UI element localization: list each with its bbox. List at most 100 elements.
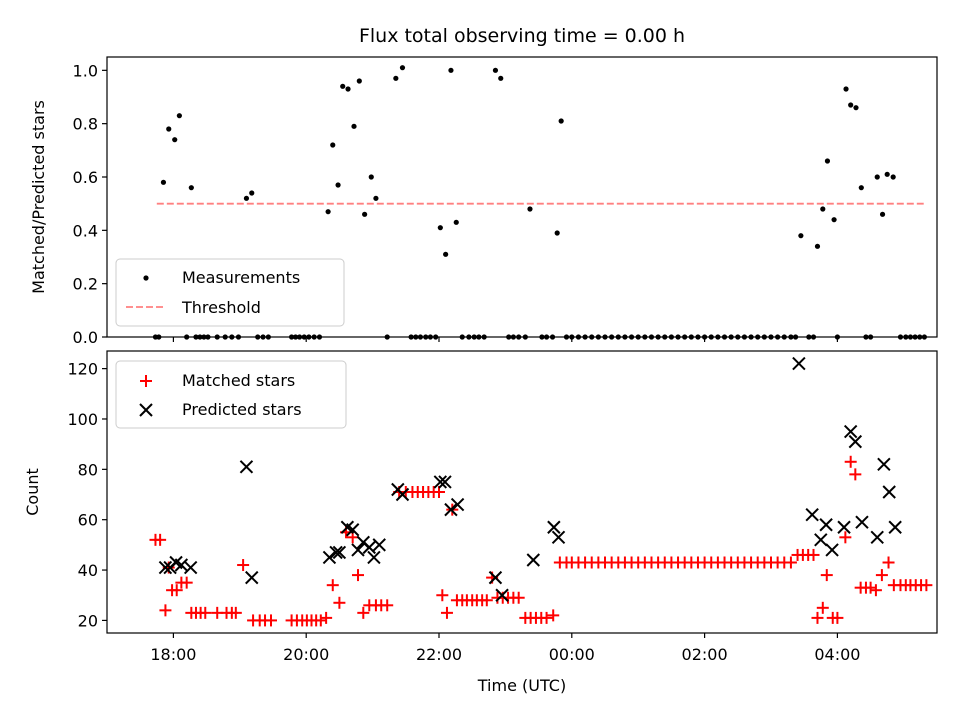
measurement-point	[166, 126, 172, 132]
matched-stars-point	[844, 455, 857, 468]
ratio-panel-frame	[106, 56, 938, 338]
matched-stars-point	[920, 579, 933, 592]
count-y-tick-label: 120	[67, 360, 98, 379]
measurement-point	[453, 219, 459, 225]
count-x-tick-label: 04:00	[814, 645, 860, 664]
measurement-point	[160, 179, 167, 185]
measurement-point	[399, 65, 406, 71]
measurement-point	[351, 123, 357, 129]
matched-stars-point	[512, 591, 525, 604]
measurement-point	[848, 102, 854, 108]
predicted-stars-point	[183, 560, 198, 575]
predicted-stars-point	[855, 515, 869, 529]
matched-stars-point	[154, 533, 167, 546]
predicted-stars-point	[239, 460, 254, 474]
ratio-y-tick-label: 0.6	[73, 168, 98, 187]
measurement-point	[558, 118, 564, 124]
measurement-point	[335, 182, 341, 188]
measurement-point	[554, 230, 560, 236]
legend-matched-label: Matched stars	[182, 371, 295, 390]
predicted-stars-point	[367, 550, 381, 565]
count-x-ticks: 18:00 20:00 22:00 00:00 02:00 04:00	[150, 633, 860, 664]
count-panel: 20 40 60 80 100 120 18:00 20:00 22:00 00:00 02:00…	[23, 350, 938, 695]
ratio-y-tick-label: 0.8	[73, 115, 98, 134]
matched-stars-point	[265, 614, 278, 627]
matched-stars-point	[314, 614, 327, 627]
measurement-point	[527, 206, 533, 212]
measurement-point	[798, 233, 804, 239]
matched-stars-point	[357, 606, 370, 619]
measurement-point	[824, 158, 831, 164]
measurement-point	[368, 174, 374, 180]
measurement-point	[393, 75, 399, 81]
count-y-tick-label: 60	[78, 511, 98, 530]
predicted-stars-point	[488, 570, 503, 585]
ratio-y-tick-label: 1.0	[73, 61, 98, 80]
matched-stars-point	[864, 581, 877, 594]
matched-stars-point	[480, 594, 493, 607]
matched-stars-point	[849, 468, 862, 481]
predicted-stars-point	[450, 497, 465, 512]
legend-measurements-label: Measurements	[182, 268, 300, 287]
measurement-point	[176, 113, 182, 119]
predicted-stars-point	[158, 560, 173, 575]
legend-predicted-marker	[139, 403, 153, 417]
matched-stars-point	[820, 569, 833, 582]
measurement-point	[858, 185, 864, 191]
predicted-stars-point	[805, 507, 819, 522]
ratio-y-tick-label: 0.2	[73, 275, 98, 294]
count-x-tick-label: 00:00	[549, 645, 595, 664]
matched-stars-point	[875, 569, 888, 582]
measurement-point	[820, 206, 826, 212]
predicted-stars-point	[395, 487, 410, 502]
count-x-tick-label: 02:00	[682, 645, 728, 664]
ratio-x-ticks	[172, 337, 839, 342]
measurement-point	[330, 142, 336, 148]
predicted-stars-point	[825, 543, 839, 557]
measurement-point	[814, 243, 821, 249]
matched-stars-point	[807, 548, 820, 561]
matched-stars-point	[320, 611, 333, 624]
predicted-stars-point	[819, 518, 833, 532]
count-y-axis-label: Count	[23, 468, 42, 516]
legend-measurements-marker	[143, 275, 149, 281]
predicted-stars-point	[433, 475, 448, 489]
measurement-point	[831, 217, 837, 223]
predicted-stars-point	[843, 424, 858, 439]
matched-stars-point	[433, 486, 445, 498]
ratio-y-axis-label: Matched/Predicted stars	[29, 100, 48, 294]
measurement-point	[188, 185, 194, 191]
measurement-point	[448, 67, 454, 73]
predicted-stars-point	[848, 434, 863, 449]
count-panel-frame	[106, 350, 938, 634]
measurement-point	[492, 67, 499, 73]
predicted-stars-point	[870, 530, 884, 545]
predicted-stars-point	[351, 543, 365, 557]
measurement-point	[249, 190, 255, 196]
measurement-point	[437, 225, 443, 231]
predicted-stars-point	[438, 475, 452, 489]
predicted-stars-point	[547, 520, 561, 534]
measurement-point	[172, 137, 178, 143]
predicted-stars-point	[792, 356, 806, 371]
count-x-tick-label: 18:00	[150, 645, 196, 664]
ratio-panel: Flux total observing time = 0.00 h 0.00.…	[29, 25, 938, 347]
matched-stars-point	[839, 531, 852, 544]
predicted-stars-point	[332, 545, 347, 560]
measurement-point	[345, 86, 351, 92]
matched-stars-point	[811, 611, 824, 624]
predicted-stars-point	[877, 457, 891, 472]
predicted-stars-point	[362, 540, 376, 555]
matched-stars-point	[831, 611, 844, 624]
legend-threshold-label: Threshold	[181, 298, 261, 317]
predicted-stars-point	[372, 538, 386, 552]
matched-stars-point	[540, 611, 553, 624]
matched-stars-point	[816, 601, 829, 614]
count-y-tick-label: 20	[78, 611, 98, 630]
count-y-ticks: 20 40 60 80 100 120	[67, 360, 107, 630]
ratio-panel-marks	[152, 65, 927, 340]
count-legend-box	[115, 360, 347, 429]
matched-stars-point	[326, 579, 339, 592]
measurement-point	[884, 171, 890, 177]
